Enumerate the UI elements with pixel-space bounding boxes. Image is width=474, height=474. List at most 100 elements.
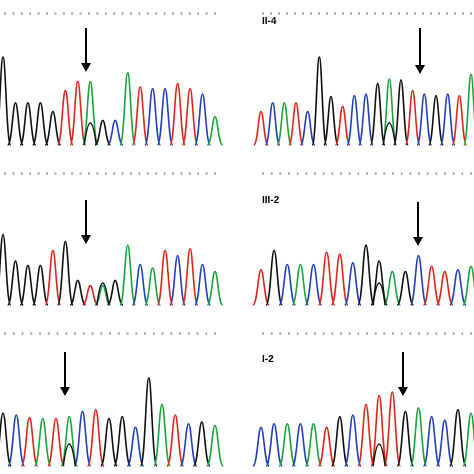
sequence-letter-mark xyxy=(374,172,377,175)
sequence-letter-mark xyxy=(462,12,464,15)
chromatogram-peak xyxy=(370,394,389,467)
sequence-letter-mark xyxy=(46,12,48,15)
sequence-letter-mark xyxy=(197,172,200,175)
chromatogram-peak xyxy=(396,410,415,467)
chromatogram-peak xyxy=(381,78,398,146)
chromatogram-peak xyxy=(343,261,362,306)
chromatogram-peak xyxy=(69,80,87,146)
chromatogram-peak xyxy=(60,415,79,467)
chromatogram-peak xyxy=(357,244,375,306)
sequence-letter-mark xyxy=(435,332,438,335)
sequence-letter-mark xyxy=(71,12,74,15)
sequence-letter-mark xyxy=(172,172,174,175)
chromatogram-peak xyxy=(330,415,349,467)
chromatogram-peak xyxy=(396,270,415,306)
chromatogram-peak xyxy=(7,414,26,467)
sequence-letter-mark xyxy=(20,172,23,175)
sequence-letter-mark xyxy=(100,332,103,335)
mutation-arrow-icon xyxy=(413,237,423,246)
sequence-letter-mark xyxy=(12,12,15,15)
sequence-letter-mark xyxy=(29,172,32,175)
chromatogram-peak xyxy=(343,414,362,467)
sequence-letter-mark xyxy=(56,332,59,335)
sequence-letter-mark xyxy=(326,12,328,15)
chromatogram-peak xyxy=(69,279,87,306)
sequence-letter-mark xyxy=(334,12,336,15)
secondary-peak xyxy=(382,122,396,146)
chromatogram-peak xyxy=(206,115,224,146)
chromatogram-peak xyxy=(113,415,132,467)
chromatogram-peak xyxy=(311,56,328,146)
panel-label: II-4 xyxy=(262,16,277,27)
sequence-letter-mark xyxy=(286,12,288,15)
chromatogram-peak xyxy=(131,86,149,146)
chromatogram-peak xyxy=(44,110,62,146)
sequence-letter-mark xyxy=(302,12,304,15)
chromatogram-peak xyxy=(278,263,297,306)
sequence-letter-mark xyxy=(155,172,158,175)
chromatogram-peak xyxy=(44,249,62,306)
chromatogram-peak xyxy=(0,56,12,146)
sequence-letter-mark xyxy=(47,332,50,335)
chromatogram-peak xyxy=(404,89,421,146)
chromatogram-peak xyxy=(100,417,118,467)
chromatogram-peak xyxy=(56,240,74,306)
sequence-letter-mark xyxy=(279,172,282,175)
sequence-letter-mark xyxy=(135,332,138,335)
chromatogram-peak xyxy=(299,110,316,146)
chromatogram-peak xyxy=(334,105,351,146)
chromatogram-peak xyxy=(107,119,124,146)
sequence-letter-mark xyxy=(342,12,344,15)
chromatogram-peak xyxy=(82,284,99,306)
chromatogram-peak xyxy=(206,270,224,306)
chromatogram-peak xyxy=(31,101,49,146)
chromatogram-peak xyxy=(435,419,454,467)
chromatogram-peak xyxy=(156,249,174,306)
sequence-letter-mark xyxy=(65,332,68,335)
chromatogram-peak xyxy=(169,82,187,146)
chromatogram-peak xyxy=(265,249,284,306)
chromatogram-peak xyxy=(428,94,444,146)
sequence-letter-mark xyxy=(461,172,464,175)
sequence-letter-mark xyxy=(357,332,360,335)
sequence-letter-mark xyxy=(305,332,308,335)
sequence-letter-mark xyxy=(383,172,386,175)
sequence-letter-mark xyxy=(121,172,124,175)
sequence-letter-mark xyxy=(262,12,264,15)
sequence-letter-mark xyxy=(12,332,15,335)
secondary-peak xyxy=(372,282,386,306)
sequence-letter-mark xyxy=(409,172,412,175)
sequence-letter-mark xyxy=(374,332,377,335)
sequence-letter-mark xyxy=(392,332,394,335)
chromatogram-peak xyxy=(126,426,145,467)
sequence-letter-mark xyxy=(82,332,85,335)
chromatogram-peak xyxy=(153,403,171,467)
sequence-letter-mark xyxy=(62,172,65,175)
mutation-arrow-icon xyxy=(81,63,91,72)
mutation-arrow-icon xyxy=(398,387,408,396)
chromatogram-peak xyxy=(317,251,336,306)
sequence-letter-mark xyxy=(109,332,111,335)
sequence-letter-mark xyxy=(418,332,420,335)
sequence-letter-mark xyxy=(357,172,360,175)
sequence-letter-mark xyxy=(39,332,41,335)
chromatogram-peak xyxy=(33,417,52,467)
sequence-letter-mark xyxy=(197,12,200,15)
sequence-letter-mark xyxy=(172,12,174,15)
sequence-letter-mark xyxy=(294,12,296,15)
sequence-letter-mark xyxy=(71,172,74,175)
sequence-letter-mark xyxy=(155,12,158,15)
chromatogram-peak xyxy=(144,267,162,306)
sequence-letter-mark xyxy=(163,172,166,175)
chromatogram-peak xyxy=(264,101,281,146)
sequence-letter-mark xyxy=(414,12,416,15)
sequence-letter-mark xyxy=(340,332,342,335)
sequence-letter-mark xyxy=(130,12,132,15)
chromatogram-peak xyxy=(422,415,441,467)
sequence-letter-mark xyxy=(4,332,6,335)
mutation-arrow-icon xyxy=(60,387,70,396)
chromatogram-peak xyxy=(462,412,474,467)
sequence-letter-mark xyxy=(4,172,6,175)
chromatogram-peak xyxy=(206,424,224,467)
